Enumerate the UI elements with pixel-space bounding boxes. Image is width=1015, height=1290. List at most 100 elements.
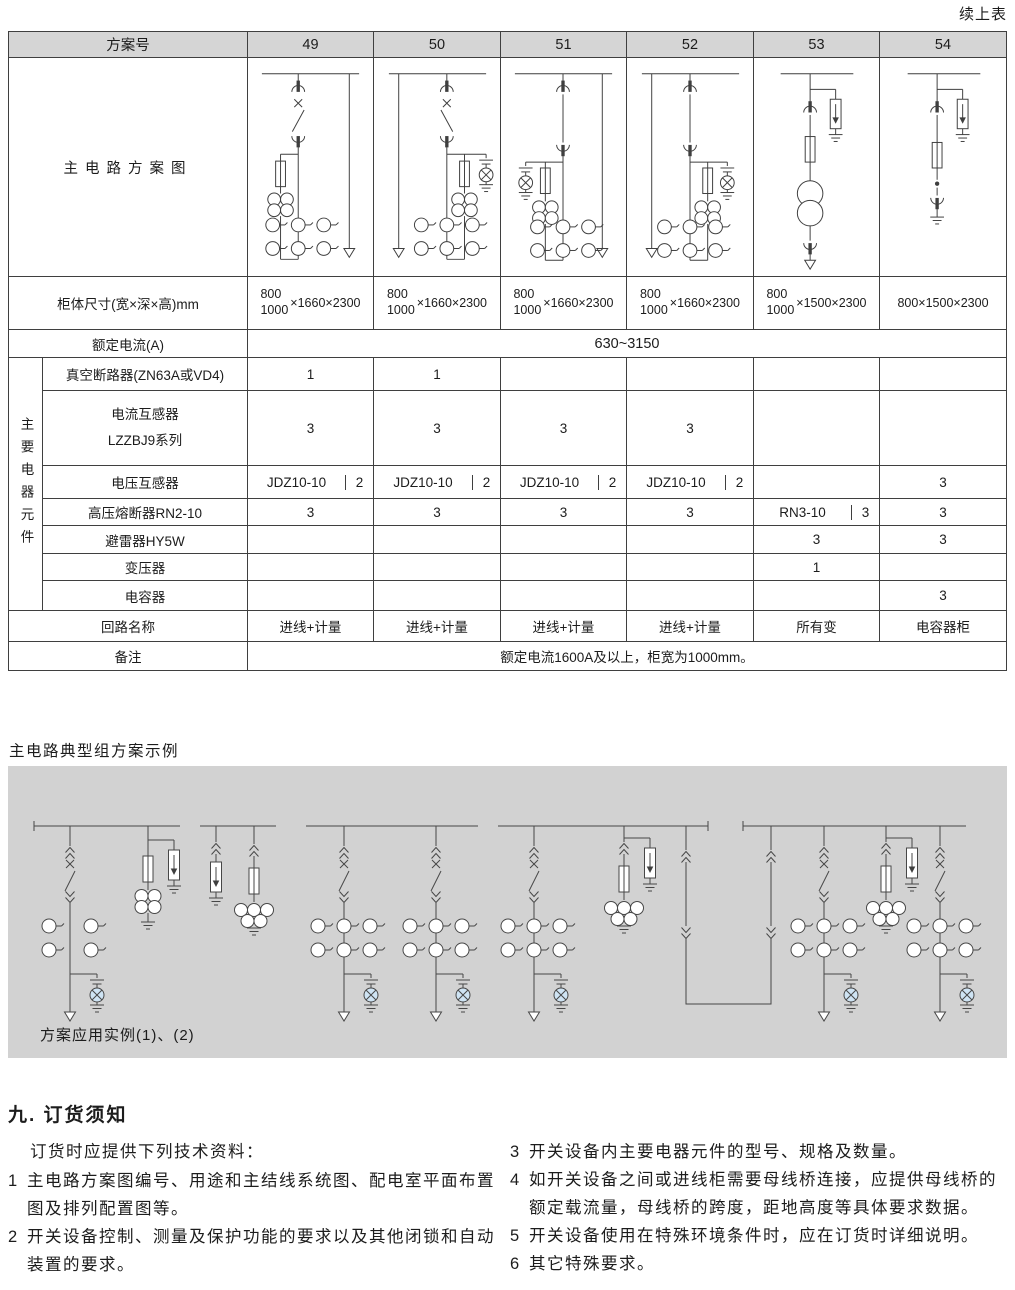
pt-qty: 2 <box>472 474 500 490</box>
item-text: 如开关设备之间或进线柜需要母线桥连接，应提供母线桥的额定载流量，母线桥的跨度，距… <box>529 1171 997 1218</box>
fuse-qty-50: 3 <box>373 498 501 526</box>
breaker-label: 真空断路器(ZN63A或VD4) <box>42 357 248 391</box>
diagram-row: 主电路方案图 <box>8 57 1007 277</box>
pt-qty: 2 <box>725 474 753 490</box>
component-row-ct: 电流互感器 LZZBJ9系列 3 3 3 3 <box>9 390 1007 466</box>
cabinet-size-50: 800 1000 ×1660×2300 <box>373 276 501 330</box>
dim-rest: ×1660×2300 <box>416 296 488 310</box>
fuse-qty-52: 3 <box>626 498 754 526</box>
scheme-53-diagram-cell <box>753 57 880 277</box>
ordering-item-6: 6 其它特殊要求。 <box>510 1250 1012 1278</box>
arrester-qty-50 <box>373 525 501 554</box>
breaker-qty-50: 1 <box>373 357 501 391</box>
scheme-54-header: 54 <box>879 31 1007 58</box>
circuit-name-label: 回路名称 <box>8 610 248 642</box>
components-group-label: 主要电器元件 <box>8 357 43 611</box>
dim-rest: ×1660×2300 <box>669 296 741 310</box>
item-text: 开关设备内主要电器元件的型号、规格及数量。 <box>529 1143 907 1161</box>
pt-type: JDZ10-10 <box>646 474 706 490</box>
transformer-qty-49 <box>247 553 374 581</box>
ordering-intro: 订货时应提供下列技术资料： <box>30 1143 264 1161</box>
scheme-50-diagram-cell <box>373 57 501 277</box>
remark-label: 备注 <box>8 641 248 671</box>
transformer-qty-54 <box>879 553 1007 581</box>
ordering-item-2: 2 开关设备控制、测量及保护功能的要求以及其他闭锁和自动装置的要求。 <box>8 1223 510 1279</box>
continued-from-previous-table-label: 续上表 <box>958 6 1007 23</box>
dim-width-top: 800 <box>260 287 282 302</box>
fuse-label: 高压熔断器RN2-10 <box>42 498 248 526</box>
fuse-qty-51: 3 <box>500 498 627 526</box>
component-row-pt: 电压互感器 JDZ10-10 2 JDZ10-10 2 JDZ10-10 2 JDZ1… <box>9 465 1007 499</box>
capacitor-qty-49 <box>247 580 374 611</box>
table-header-row: 方案号 49 50 51 52 53 54 <box>8 31 1007 58</box>
transformer-qty-51 <box>500 553 627 581</box>
circuit-name-row: 回路名称 进线+计量 进线+计量 进线+计量 进线+计量 所有变 电容器柜 <box>8 610 1007 642</box>
example-diagrams <box>33 821 1007 1058</box>
dim-width-top: 800 <box>513 287 535 302</box>
remark-value: 额定电流1600A及以上，柜宽为1000mm。 <box>247 641 1007 671</box>
arrester-label: 避雷器HY5W <box>42 525 248 554</box>
arrester-qty-51 <box>500 525 627 554</box>
ordering-item-4: 4 如开关设备之间或进线柜需要母线桥连接，应提供母线桥的额定载流量，母线桥的跨度… <box>510 1166 1012 1222</box>
pt-53 <box>753 465 880 499</box>
transformer-qty-52 <box>626 553 754 581</box>
transformer-qty-53: 1 <box>753 553 880 581</box>
dim-width-bottom: 1000 <box>386 303 415 317</box>
circuit-name-54: 电容器柜 <box>879 610 1007 642</box>
rated-current-row: 额定电流(A) 630~3150 <box>8 329 1007 358</box>
scheme-49-diagram-cell <box>247 57 374 277</box>
breaker-qty-54 <box>879 357 1007 391</box>
scheme-54-diagram <box>907 73 980 225</box>
cabinet-size-52: 800 1000 ×1660×2300 <box>626 276 754 330</box>
breaker-qty-52 <box>626 357 754 391</box>
pt-qty: 2 <box>345 474 373 490</box>
scheme-52-header: 52 <box>626 31 754 58</box>
component-row-breaker: 主要电器元件 真空断路器(ZN63A或VD4) 1 1 <box>8 357 1007 611</box>
dim-width-top: 800 <box>386 287 408 302</box>
breaker-qty-51 <box>500 357 627 391</box>
circuit-name-53: 所有变 <box>753 610 880 642</box>
scheme-49-header: 49 <box>247 31 374 58</box>
ct-qty-52: 3 <box>626 390 754 466</box>
dim-rest: ×1500×2300 <box>796 296 867 310</box>
component-row-transformer: 变压器 1 <box>9 553 1007 581</box>
ordering-item-1: 1 主电路方案图编号、用途和主结线系统图、配电室平面布置图及排列配置图等。 <box>8 1167 510 1223</box>
item-number: 1 <box>8 1172 19 1191</box>
remark-row: 备注 额定电流1600A及以上，柜宽为1000mm。 <box>8 641 1007 671</box>
dim-width-bottom: 1000 <box>639 303 668 317</box>
pt-qty: 2 <box>598 474 626 490</box>
item-text: 开关设备控制、测量及保护功能的要求以及其他闭锁和自动装置的要求。 <box>27 1228 495 1275</box>
capacitor-qty-51 <box>500 580 627 611</box>
capacitor-qty-53 <box>753 580 880 611</box>
item-number: 3 <box>510 1143 521 1161</box>
item-number: 2 <box>8 1228 19 1247</box>
arrester-qty-52 <box>626 525 754 554</box>
item-text: 其它特殊要求。 <box>529 1255 655 1274</box>
ordering-right-column: 3 开关设备内主要电器元件的型号、规格及数量。 4 如开关设备之间或进线柜需要母… <box>510 1138 1012 1279</box>
scheme-52-diagram <box>641 73 739 261</box>
transformer-qty-50 <box>373 553 501 581</box>
main-circuit-diagram-label: 主电路方案图 <box>8 57 248 277</box>
scheme-51-diagram-cell <box>500 57 627 277</box>
scheme-54-diagram-cell <box>879 57 1007 277</box>
pt-type: JDZ10-10 <box>519 474 580 490</box>
capacitor-qty-50 <box>373 580 501 611</box>
dim-width-bottom: 1000 <box>513 303 542 317</box>
example-section-title: 主电路典型组方案示例 <box>9 743 180 760</box>
pt-52: JDZ10-10 2 <box>626 465 754 499</box>
ct-label-line1: 电流互感器 <box>111 407 179 423</box>
pt-type: JDZ10-10 <box>266 474 327 490</box>
dim-width-top: 800 <box>639 287 661 302</box>
rated-current-value: 630~3150 <box>247 329 1007 358</box>
cabinet-size-label: 柜体尺寸(宽×深×高)mm <box>8 276 248 330</box>
arrester-qty-53: 3 <box>753 525 880 554</box>
component-row-capacitor: 电容器 3 <box>9 580 1007 611</box>
item-number: 6 <box>510 1255 521 1274</box>
circuit-name-51: 进线+计量 <box>500 610 627 642</box>
scheme-53-header: 53 <box>753 31 880 58</box>
dim-rest: ×1660×2300 <box>290 296 361 310</box>
dim-rest: ×1660×2300 <box>543 296 614 310</box>
dim-width-top: 800 <box>766 287 788 302</box>
breaker-qty-53 <box>753 357 880 391</box>
capacitor-qty-54: 3 <box>879 580 1007 611</box>
